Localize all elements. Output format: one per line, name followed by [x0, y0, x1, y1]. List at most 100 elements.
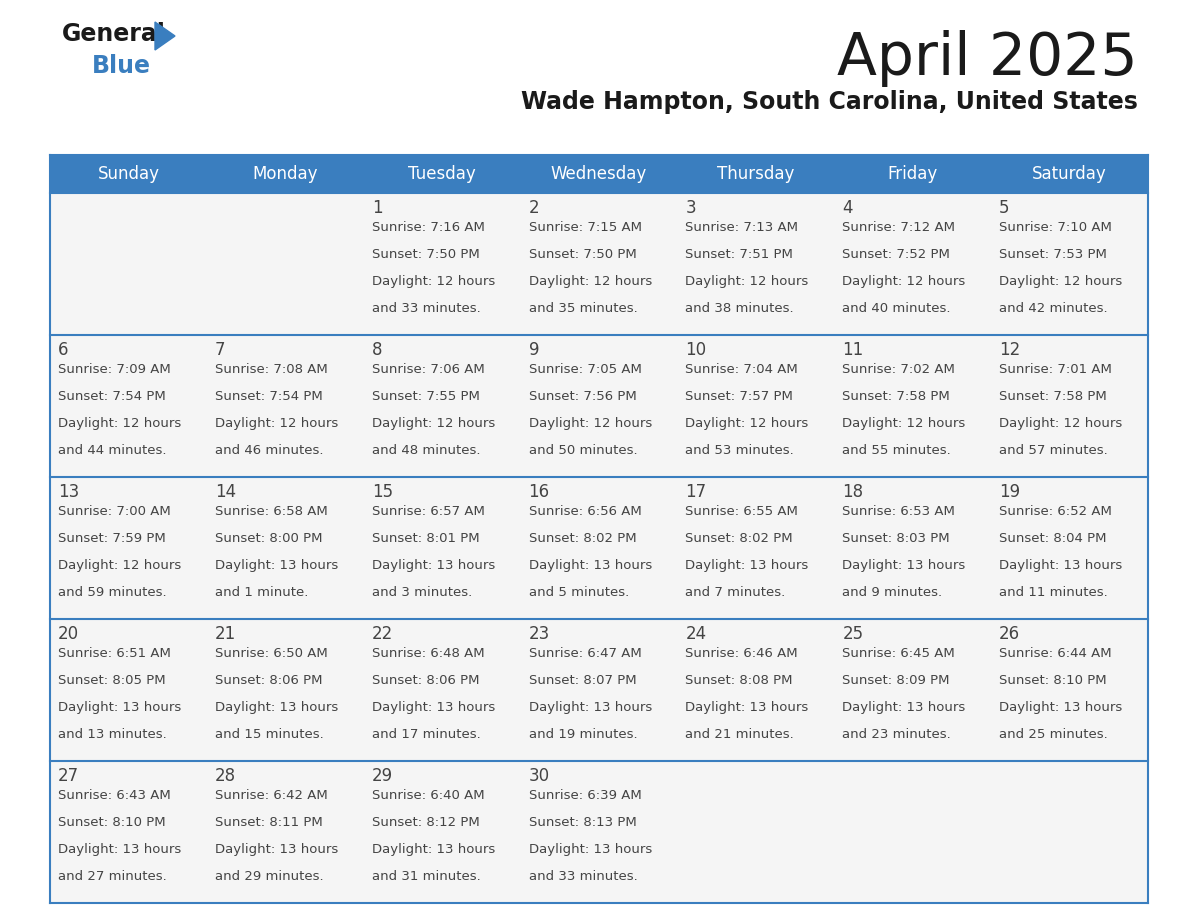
Text: Sunset: 7:57 PM: Sunset: 7:57 PM	[685, 390, 794, 403]
Text: Daylight: 12 hours: Daylight: 12 hours	[842, 418, 966, 431]
Bar	[520, 193, 677, 335]
Text: and 1 minute.: and 1 minute.	[215, 587, 308, 599]
Text: and 21 minutes.: and 21 minutes.	[685, 728, 795, 742]
Text: Wade Hampton, South Carolina, United States: Wade Hampton, South Carolina, United Sta…	[522, 90, 1138, 114]
Text: and 40 minutes.: and 40 minutes.	[842, 302, 950, 316]
Text: Sunset: 8:12 PM: Sunset: 8:12 PM	[372, 816, 480, 829]
Bar	[677, 477, 834, 619]
Text: Sunrise: 7:15 AM: Sunrise: 7:15 AM	[529, 221, 642, 234]
Text: Sunrise: 6:52 AM: Sunrise: 6:52 AM	[999, 505, 1112, 518]
Text: Sunrise: 6:56 AM: Sunrise: 6:56 AM	[529, 505, 642, 518]
Bar	[677, 335, 834, 477]
Text: Daylight: 13 hours: Daylight: 13 hours	[215, 844, 339, 856]
Text: and 11 minutes.: and 11 minutes.	[999, 587, 1108, 599]
Text: Tuesday: Tuesday	[409, 165, 476, 183]
Text: 19: 19	[999, 483, 1020, 501]
Text: Daylight: 13 hours: Daylight: 13 hours	[58, 844, 182, 856]
Text: Sunrise: 6:43 AM: Sunrise: 6:43 AM	[58, 789, 171, 802]
Text: 27: 27	[58, 767, 80, 785]
Text: Sunset: 7:58 PM: Sunset: 7:58 PM	[842, 390, 950, 403]
Text: Thursday: Thursday	[718, 165, 795, 183]
Text: Daylight: 13 hours: Daylight: 13 hours	[215, 559, 339, 572]
Bar	[677, 619, 834, 761]
Text: Sunrise: 6:45 AM: Sunrise: 6:45 AM	[842, 647, 955, 660]
Text: Daylight: 12 hours: Daylight: 12 hours	[685, 418, 809, 431]
Text: Daylight: 12 hours: Daylight: 12 hours	[529, 275, 652, 288]
Bar	[207, 335, 364, 477]
Text: Daylight: 13 hours: Daylight: 13 hours	[685, 701, 809, 714]
Text: Sunday: Sunday	[97, 165, 159, 183]
Bar	[834, 193, 991, 335]
Text: Sunset: 7:56 PM: Sunset: 7:56 PM	[529, 390, 637, 403]
Text: 2: 2	[529, 199, 539, 217]
Text: Daylight: 12 hours: Daylight: 12 hours	[999, 418, 1123, 431]
Text: General: General	[62, 22, 166, 46]
Text: 29: 29	[372, 767, 393, 785]
Bar	[520, 335, 677, 477]
Text: Sunset: 8:10 PM: Sunset: 8:10 PM	[999, 674, 1107, 688]
Text: Daylight: 12 hours: Daylight: 12 hours	[372, 418, 495, 431]
Text: 3: 3	[685, 199, 696, 217]
Bar	[364, 477, 520, 619]
Text: and 57 minutes.: and 57 minutes.	[999, 444, 1108, 457]
Text: Sunset: 7:51 PM: Sunset: 7:51 PM	[685, 248, 794, 261]
Text: 21: 21	[215, 625, 236, 643]
Text: Sunset: 7:54 PM: Sunset: 7:54 PM	[215, 390, 323, 403]
Text: 13: 13	[58, 483, 80, 501]
Text: and 19 minutes.: and 19 minutes.	[529, 728, 637, 742]
Text: Sunset: 8:13 PM: Sunset: 8:13 PM	[529, 816, 637, 829]
Text: Daylight: 13 hours: Daylight: 13 hours	[58, 701, 182, 714]
Text: 22: 22	[372, 625, 393, 643]
Bar	[50, 335, 207, 477]
Text: and 38 minutes.: and 38 minutes.	[685, 302, 794, 316]
Text: Sunrise: 7:01 AM: Sunrise: 7:01 AM	[999, 363, 1112, 376]
Text: Daylight: 12 hours: Daylight: 12 hours	[999, 275, 1123, 288]
Text: Daylight: 13 hours: Daylight: 13 hours	[999, 559, 1123, 572]
Text: Sunset: 8:07 PM: Sunset: 8:07 PM	[529, 674, 637, 688]
Text: Saturday: Saturday	[1032, 165, 1107, 183]
Text: and 53 minutes.: and 53 minutes.	[685, 444, 795, 457]
Text: Daylight: 12 hours: Daylight: 12 hours	[842, 275, 966, 288]
Text: Sunrise: 7:02 AM: Sunrise: 7:02 AM	[842, 363, 955, 376]
Text: Sunset: 7:50 PM: Sunset: 7:50 PM	[529, 248, 637, 261]
Text: Sunrise: 7:12 AM: Sunrise: 7:12 AM	[842, 221, 955, 234]
Text: 9: 9	[529, 341, 539, 359]
Text: Daylight: 13 hours: Daylight: 13 hours	[842, 701, 966, 714]
Text: 20: 20	[58, 625, 80, 643]
Text: Sunset: 8:11 PM: Sunset: 8:11 PM	[215, 816, 323, 829]
Text: Daylight: 12 hours: Daylight: 12 hours	[685, 275, 809, 288]
Text: Sunset: 8:01 PM: Sunset: 8:01 PM	[372, 532, 479, 545]
Text: and 31 minutes.: and 31 minutes.	[372, 870, 480, 883]
Text: Sunset: 7:50 PM: Sunset: 7:50 PM	[372, 248, 480, 261]
Text: Sunrise: 6:47 AM: Sunrise: 6:47 AM	[529, 647, 642, 660]
Text: Sunset: 7:59 PM: Sunset: 7:59 PM	[58, 532, 166, 545]
Text: Sunrise: 6:58 AM: Sunrise: 6:58 AM	[215, 505, 328, 518]
Text: 7: 7	[215, 341, 226, 359]
Text: 28: 28	[215, 767, 236, 785]
Bar	[207, 477, 364, 619]
Text: Daylight: 13 hours: Daylight: 13 hours	[999, 701, 1123, 714]
Text: Sunrise: 7:04 AM: Sunrise: 7:04 AM	[685, 363, 798, 376]
Text: Sunrise: 7:06 AM: Sunrise: 7:06 AM	[372, 363, 485, 376]
Text: 30: 30	[529, 767, 550, 785]
Text: 18: 18	[842, 483, 864, 501]
Text: Daylight: 13 hours: Daylight: 13 hours	[529, 559, 652, 572]
Text: and 29 minutes.: and 29 minutes.	[215, 870, 323, 883]
Text: 5: 5	[999, 199, 1010, 217]
Text: and 42 minutes.: and 42 minutes.	[999, 302, 1107, 316]
Text: Sunrise: 6:46 AM: Sunrise: 6:46 AM	[685, 647, 798, 660]
Text: April 2025: April 2025	[838, 30, 1138, 87]
Text: and 48 minutes.: and 48 minutes.	[372, 444, 480, 457]
Bar	[50, 477, 207, 619]
Text: 12: 12	[999, 341, 1020, 359]
Bar	[991, 761, 1148, 903]
Bar	[677, 193, 834, 335]
Bar	[520, 761, 677, 903]
Bar	[834, 619, 991, 761]
Text: Sunset: 8:02 PM: Sunset: 8:02 PM	[685, 532, 794, 545]
Text: Sunset: 8:08 PM: Sunset: 8:08 PM	[685, 674, 792, 688]
Text: Sunrise: 6:48 AM: Sunrise: 6:48 AM	[372, 647, 485, 660]
Bar	[834, 761, 991, 903]
Text: Wednesday: Wednesday	[551, 165, 647, 183]
Text: Daylight: 13 hours: Daylight: 13 hours	[529, 701, 652, 714]
